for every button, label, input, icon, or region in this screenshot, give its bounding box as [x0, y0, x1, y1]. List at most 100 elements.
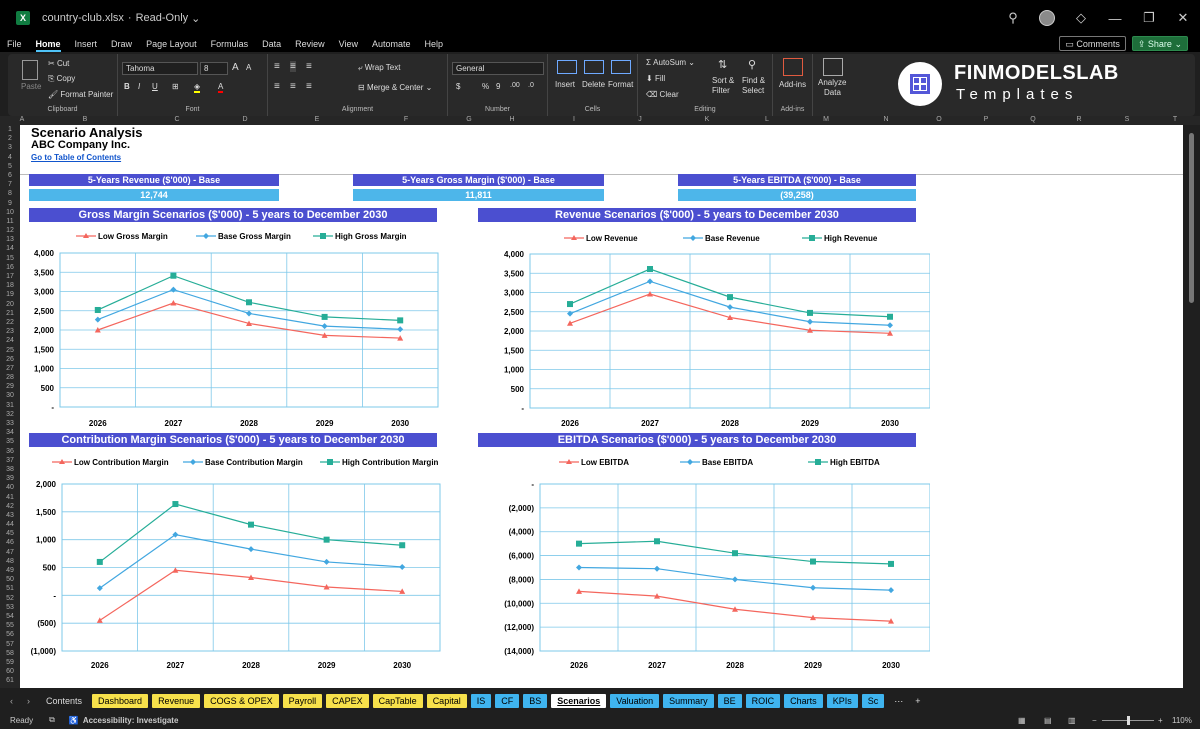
row-header[interactable]: 29: [6, 383, 14, 391]
number-format-select[interactable]: General: [452, 62, 544, 75]
row-header[interactable]: 36: [6, 447, 14, 455]
underline-button[interactable]: U: [152, 82, 158, 91]
normal-view-icon[interactable]: ▦: [1018, 715, 1026, 725]
find-select-button-2[interactable]: Select: [742, 86, 765, 95]
sheet-tab-captable[interactable]: CapTable: [372, 694, 423, 708]
row-header[interactable]: 30: [6, 392, 14, 400]
column-header[interactable]: C: [174, 116, 180, 123]
row-header[interactable]: 49: [6, 567, 14, 574]
sheet-tab-cf[interactable]: CF: [495, 694, 520, 708]
row-header[interactable]: 5: [8, 162, 12, 170]
row-header[interactable]: 46: [6, 539, 14, 547]
font-size-select[interactable]: 8: [200, 62, 228, 75]
row-header[interactable]: 45: [6, 530, 14, 538]
avatar[interactable]: [1030, 0, 1064, 36]
paste-icon[interactable]: [22, 60, 38, 80]
column-header[interactable]: F: [403, 116, 409, 123]
tab-page-layout[interactable]: Page Layout: [146, 39, 197, 49]
align-bottom-icon[interactable]: ≡: [306, 61, 312, 72]
next-sheet-icon[interactable]: ›: [27, 696, 30, 706]
find-select-button[interactable]: Find &: [742, 76, 766, 85]
tab-help[interactable]: Help: [424, 39, 444, 49]
row-header[interactable]: 18: [6, 282, 14, 290]
sort-filter-button[interactable]: Sort &: [712, 76, 735, 85]
prev-sheet-icon[interactable]: ‹: [10, 696, 13, 706]
chevron-down-icon[interactable]: ⌄: [191, 12, 201, 25]
zoom-out-icon[interactable]: −: [1092, 715, 1097, 725]
tab-review[interactable]: Review: [295, 39, 325, 49]
copy-button[interactable]: ⎘ Copy: [48, 74, 76, 83]
row-header[interactable]: 12: [6, 227, 14, 235]
row-header[interactable]: 20: [6, 300, 14, 308]
search-icon[interactable]: ⚲: [1008, 10, 1018, 25]
increase-decimal-button[interactable]: .00: [510, 82, 520, 89]
fill-button[interactable]: ⬇ Fill: [646, 74, 666, 83]
percent-button[interactable]: %: [482, 82, 490, 91]
bold-button[interactable]: B: [124, 82, 130, 91]
row-header[interactable]: 26: [6, 355, 14, 363]
decrease-decimal-button[interactable]: .0: [528, 82, 534, 89]
row-header[interactable]: 39: [6, 475, 14, 483]
align-top-icon[interactable]: ≡: [274, 61, 280, 72]
comments-button[interactable]: ▭ Comments: [1059, 36, 1126, 51]
sheet-tab-valuation[interactable]: Valuation: [610, 694, 660, 708]
page-break-icon[interactable]: ▥: [1068, 715, 1076, 725]
column-header[interactable]: J: [638, 116, 642, 123]
font-name-select[interactable]: Tahoma: [122, 62, 198, 75]
comma-button[interactable]: 9: [496, 82, 501, 91]
row-header[interactable]: 21: [6, 309, 14, 317]
row-header[interactable]: 28: [6, 374, 14, 382]
align-middle-icon[interactable]: ≡: [290, 61, 296, 72]
align-center-icon[interactable]: ≡: [290, 81, 296, 92]
sheet-tab-dashboard[interactable]: Dashboard: [92, 694, 149, 708]
row-header[interactable]: 52: [6, 594, 14, 602]
sheet-tab-charts[interactable]: Charts: [784, 694, 823, 708]
row-header[interactable]: 2: [8, 135, 12, 143]
column-header[interactable]: R: [1076, 116, 1082, 123]
delete-cells-icon[interactable]: [584, 60, 604, 74]
row-header[interactable]: 38: [6, 465, 14, 473]
row-header[interactable]: 10: [6, 208, 14, 216]
row-header[interactable]: 40: [6, 484, 14, 492]
column-header[interactable]: B: [82, 116, 88, 123]
tab-home[interactable]: Home: [29, 36, 68, 52]
sort-filter-button-2[interactable]: Filter: [712, 86, 730, 95]
insert-button[interactable]: Insert: [555, 80, 576, 89]
column-header[interactable]: A: [19, 116, 25, 123]
wrap-text-button[interactable]: ⤶ Wrap Text: [358, 63, 401, 72]
borders-icon[interactable]: ⊞: [172, 82, 179, 91]
tab-data[interactable]: Data: [262, 39, 282, 49]
sheet-tab-be[interactable]: BE: [717, 694, 742, 708]
clear-button[interactable]: ⌫ Clear: [646, 90, 679, 99]
row-header[interactable]: 34: [6, 429, 14, 437]
sheet-tab-revenue[interactable]: Revenue: [152, 694, 201, 708]
row-header[interactable]: 42: [6, 502, 14, 510]
grow-font-button[interactable]: A: [232, 62, 239, 73]
sheet-tab-contents[interactable]: Contents: [46, 696, 83, 706]
toc-link[interactable]: Go to Table of Contents: [31, 153, 122, 162]
row-header[interactable]: 59: [6, 658, 14, 666]
insert-cells-icon[interactable]: [557, 60, 577, 74]
column-header[interactable]: P: [983, 116, 989, 123]
row-header[interactable]: 27: [6, 364, 14, 372]
align-right-icon[interactable]: ≡: [306, 81, 312, 92]
analyze-data-icon[interactable]: [823, 58, 843, 76]
row-header[interactable]: 54: [6, 612, 14, 620]
row-header[interactable]: 61: [6, 677, 14, 685]
diamond-icon[interactable]: ◇: [1076, 10, 1086, 25]
format-button[interactable]: Format: [608, 80, 634, 89]
row-header[interactable]: 14: [6, 245, 14, 253]
row-header[interactable]: 13: [6, 236, 14, 244]
column-header[interactable]: E: [314, 116, 320, 123]
row-header[interactable]: 8: [8, 190, 12, 198]
row-header[interactable]: 47: [6, 548, 14, 556]
merge-center-button[interactable]: ⊟ Merge & Center ⌄: [358, 83, 433, 92]
row-header[interactable]: 3: [8, 144, 12, 152]
restore-icon[interactable]: ❐: [1143, 10, 1155, 25]
fill-color-icon[interactable]: ◈: [194, 82, 201, 93]
page-layout-icon[interactable]: ▤: [1044, 715, 1052, 725]
paste-button[interactable]: Paste: [21, 82, 42, 91]
add-sheet-icon[interactable]: +: [915, 696, 921, 706]
cut-button[interactable]: ✂ Cut: [48, 59, 70, 68]
row-header[interactable]: 56: [6, 631, 14, 639]
